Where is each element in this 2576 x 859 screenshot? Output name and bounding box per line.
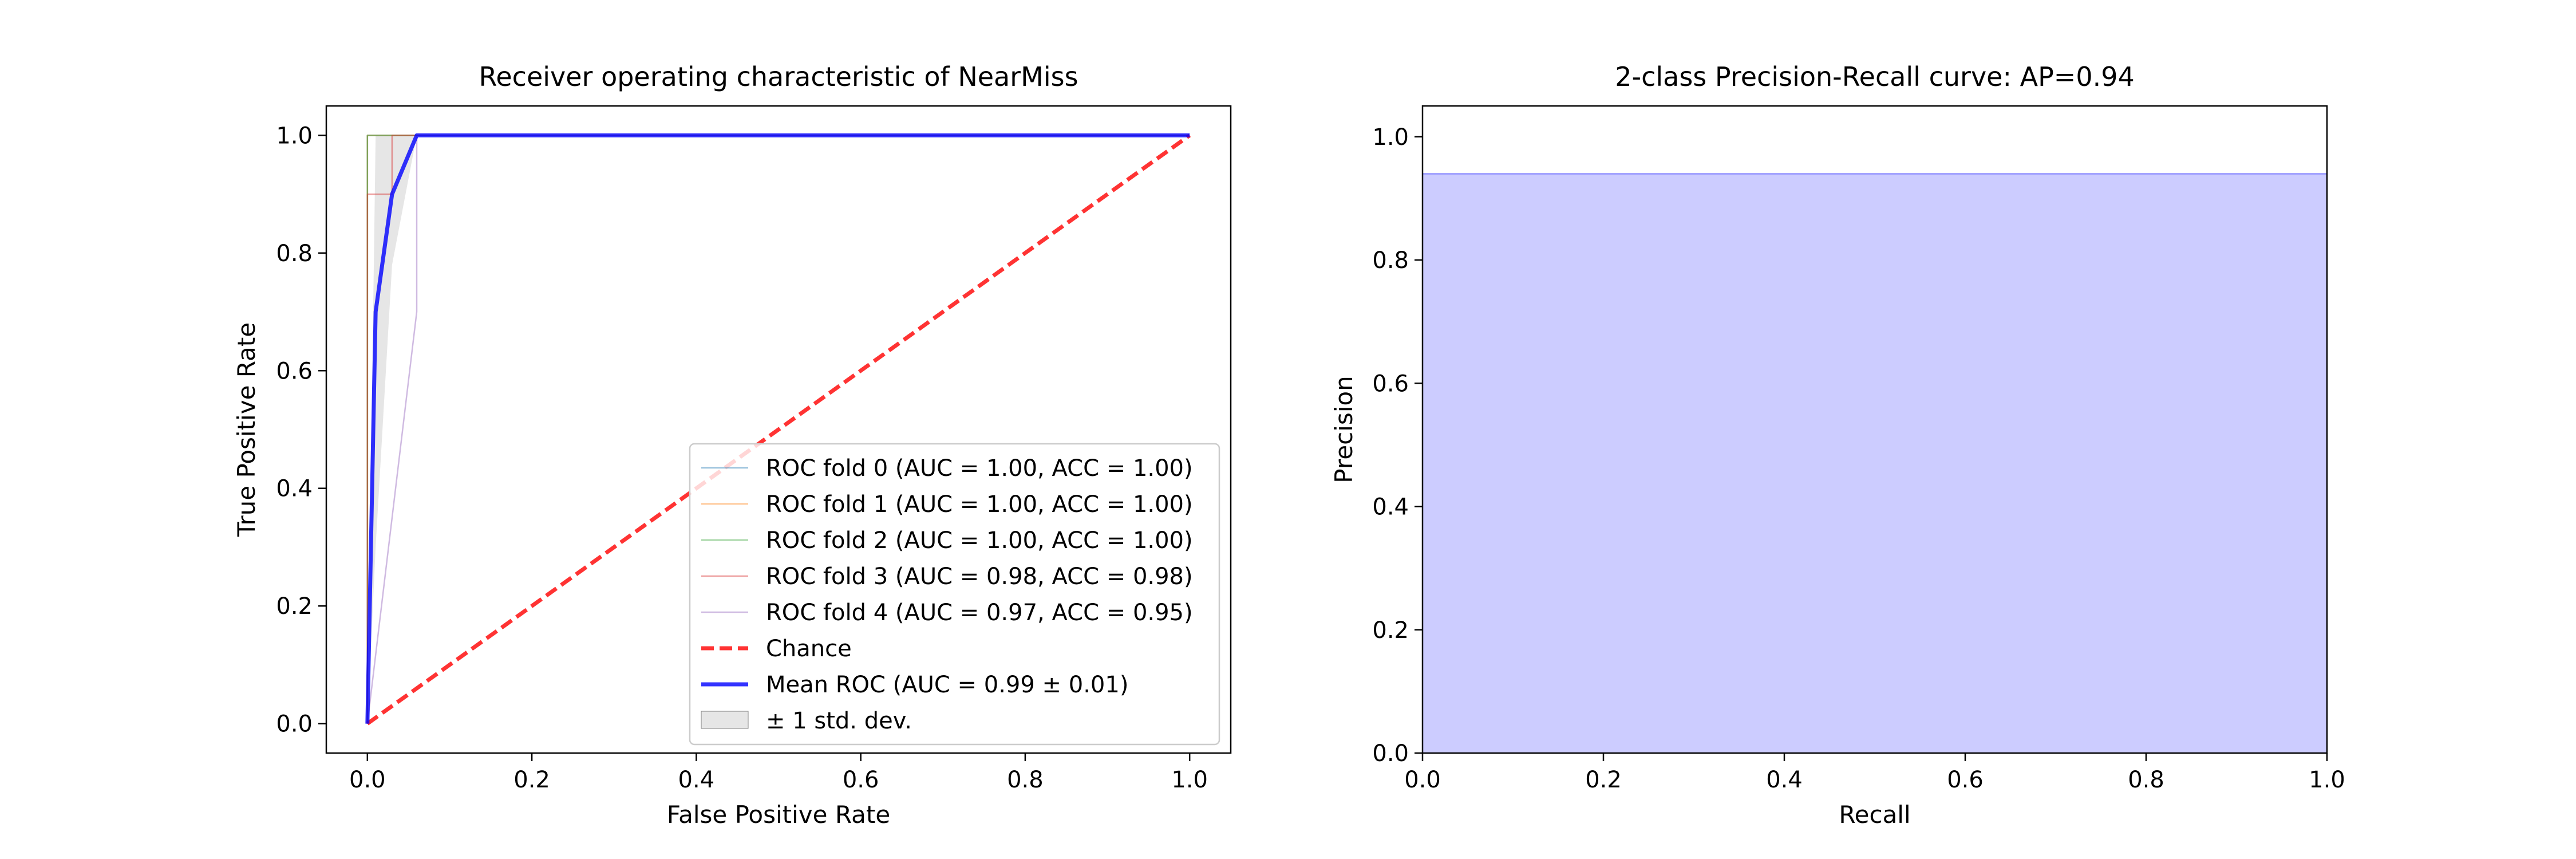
pr-y-tick-label-0: 0.0 (1372, 740, 1409, 767)
pr-y-tick-label-5: 1.0 (1372, 124, 1409, 151)
roc-legend: ROC fold 0 (AUC = 1.00, ACC = 1.00) ROC … (689, 443, 1220, 746)
roc-x-tick-label-3: 0.6 (843, 767, 879, 793)
pr-x-tick-label-3: 0.6 (1947, 767, 1984, 793)
legend-label-fold-2: ROC fold 2 (AUC = 1.00, ACC = 1.00) (766, 527, 1193, 554)
pr-y-tick-label-4: 0.8 (1372, 247, 1409, 274)
roc-x-tick-label-1: 0.2 (513, 767, 550, 793)
pr-y-tick-label-2: 0.4 (1372, 494, 1409, 521)
pr-y-axis-label: Precision (1330, 376, 1358, 483)
legend-entry-fold-3: ROC fold 3 (AUC = 0.98, ACC = 0.98) (701, 564, 1193, 590)
roc-y-tick-label-5: 1.0 (276, 123, 313, 149)
roc-x-tick-label-0: 0.0 (349, 767, 386, 793)
roc-y-tick-label-4: 0.8 (276, 241, 313, 267)
pr-title: 2-class Precision-Recall curve: AP=0.94 (1615, 61, 2135, 92)
pr-x-tick-label-1: 0.2 (1585, 767, 1622, 793)
pr-area-fill (1423, 174, 2327, 753)
pr-x-tick-label-2: 0.4 (1766, 767, 1803, 793)
legend-entry-chance: Chance (701, 636, 852, 662)
roc-x-tick-label-5: 1.0 (1171, 767, 1208, 793)
roc-y-tick-label-2: 0.4 (276, 476, 313, 502)
legend-entry-std-dev: ± 1 std. dev. (701, 708, 912, 734)
pr-y-tick-label-3: 0.6 (1372, 371, 1409, 397)
legend-entry-fold-4: ROC fold 4 (AUC = 0.97, ACC = 0.95) (701, 600, 1193, 626)
precision-recall-chart: 2-class Precision-Recall curve: AP=0.94 … (1330, 61, 2345, 829)
pr-x-axis-label: Recall (1839, 801, 1910, 829)
roc-y-tick-label-3: 0.6 (276, 358, 313, 384)
roc-ticks-layer: 0.0 0.2 0.4 0.6 0.8 1.0 0.0 0.2 0.4 0.6 0.8 1.0 (276, 123, 1208, 793)
roc-chart: Receiver operating characteristic of Nea… (232, 61, 1232, 829)
roc-x-tick-label-4: 0.8 (1007, 767, 1044, 793)
legend-entry-fold-2: ROC fold 2 (AUC = 1.00, ACC = 1.00) (701, 527, 1193, 554)
roc-y-tick-label-1: 0.2 (276, 593, 313, 620)
legend-swatch-std-dev (701, 711, 749, 729)
legend-label-fold-4: ROC fold 4 (AUC = 0.97, ACC = 0.95) (766, 600, 1193, 626)
pr-plot-frame (1421, 105, 2328, 754)
roc-title: Receiver operating characteristic of Nea… (479, 61, 1078, 92)
roc-y-tick-label-0: 0.0 (276, 711, 313, 738)
legend-entry-fold-1: ROC fold 1 (AUC = 1.00, ACC = 1.00) (701, 491, 1193, 518)
roc-x-tick-label-2: 0.4 (678, 767, 715, 793)
legend-label-fold-1: ROC fold 1 (AUC = 1.00, ACC = 1.00) (766, 491, 1193, 518)
chance-line (366, 133, 1191, 726)
pr-x-tick-label-4: 0.8 (2128, 767, 2164, 793)
legend-entry-fold-0: ROC fold 0 (AUC = 1.00, ACC = 1.00) (701, 455, 1193, 482)
roc-x-axis-label: False Positive Rate (667, 801, 890, 829)
pr-area-layer (1423, 173, 2327, 753)
legend-label-fold-0: ROC fold 0 (AUC = 1.00, ACC = 1.00) (766, 455, 1193, 482)
legend-frame (689, 443, 1220, 746)
pr-ticks-layer: 0.0 0.2 0.4 0.6 0.8 1.0 0.0 0.2 0.4 0.6 0.8 1.0 (1372, 124, 2345, 793)
legend-label-std-dev: ± 1 std. dev. (766, 708, 912, 734)
pr-x-tick-label-5: 1.0 (2309, 767, 2345, 793)
legend-entry-mean-roc: Mean ROC (AUC = 0.99 ± 0.01) (701, 672, 1128, 698)
legend-label-chance: Chance (766, 636, 852, 662)
pr-y-tick-label-1: 0.2 (1372, 617, 1409, 644)
roc-lines-layer (365, 133, 1191, 726)
roc-y-axis-label: True Positive Rate (232, 322, 260, 537)
legend-label-mean-roc: Mean ROC (AUC = 0.99 ± 0.01) (766, 672, 1128, 698)
mean-roc-line (365, 133, 1190, 724)
legend-label-fold-3: ROC fold 3 (AUC = 0.98, ACC = 0.98) (766, 564, 1193, 590)
roc-plot-frame (325, 105, 1232, 754)
pr-x-tick-label-0: 0.0 (1404, 767, 1441, 793)
